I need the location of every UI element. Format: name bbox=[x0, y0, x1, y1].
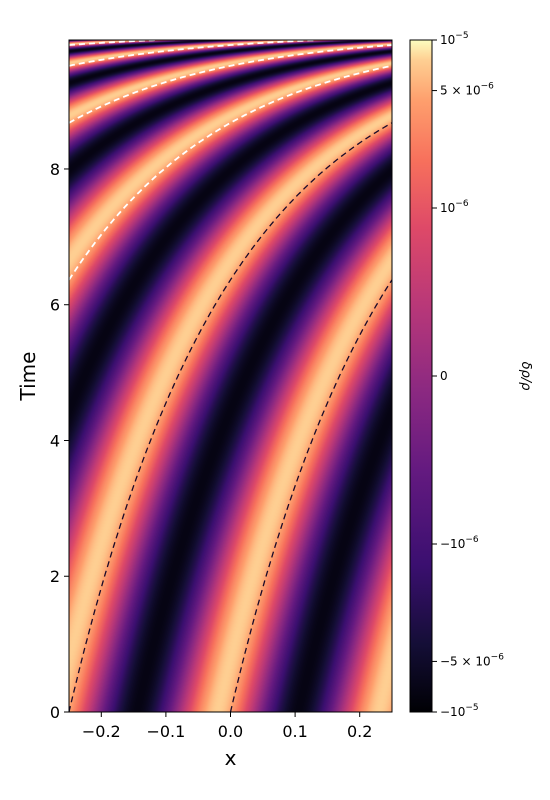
y-tick-label: 6 bbox=[50, 296, 60, 315]
x-tick-label: −0.2 bbox=[82, 722, 121, 741]
contour-line bbox=[69, 44, 392, 124]
colorbar-tick-label: −5 × 10−6 bbox=[440, 652, 504, 668]
contour-line bbox=[69, 40, 156, 46]
x-tick-label: 0.2 bbox=[347, 722, 372, 741]
colorbar bbox=[409, 39, 433, 713]
y-tick-label: 2 bbox=[50, 567, 60, 586]
x-tick-label: 0.0 bbox=[218, 722, 243, 741]
colorbar-label: δρ/ρ bbox=[518, 362, 533, 392]
y-tick-label: 4 bbox=[50, 431, 60, 450]
contour-line bbox=[69, 122, 392, 712]
contour-line bbox=[69, 64, 392, 281]
colorbar-tick-label: −10−6 bbox=[440, 535, 479, 551]
colorbar-tick-label: 0 bbox=[440, 369, 448, 383]
y-tick-label: 8 bbox=[50, 160, 60, 179]
x-axis-ticks: −0.2 −0.1 0.0 0.1 0.2 bbox=[82, 712, 372, 741]
y-axis-label: Time bbox=[16, 352, 40, 402]
x-tick-label: −0.1 bbox=[146, 722, 185, 741]
contour-line bbox=[69, 40, 318, 67]
x-tick-label: 0.1 bbox=[282, 722, 307, 741]
heatmap bbox=[69, 40, 392, 712]
y-tick-label: 0 bbox=[50, 703, 60, 722]
y-axis-ticks: 0 2 4 6 8 bbox=[50, 160, 69, 722]
colorbar-ticks: 10−5 5 × 10−6 10−6 0 −10−6 −5 × 10−6 −10−5 bbox=[432, 31, 504, 719]
colorbar-tick-label: −10−5 bbox=[440, 703, 479, 719]
x-axis-label: x bbox=[225, 746, 237, 770]
contour-lines bbox=[69, 40, 392, 712]
colorbar-tick-label: 10−6 bbox=[440, 199, 469, 215]
colorbar-tick-label: 10−5 bbox=[440, 31, 469, 47]
colorbar-tick-label: 5 × 10−6 bbox=[440, 82, 494, 98]
contour-line bbox=[229, 279, 392, 712]
density-field-image bbox=[69, 40, 392, 712]
